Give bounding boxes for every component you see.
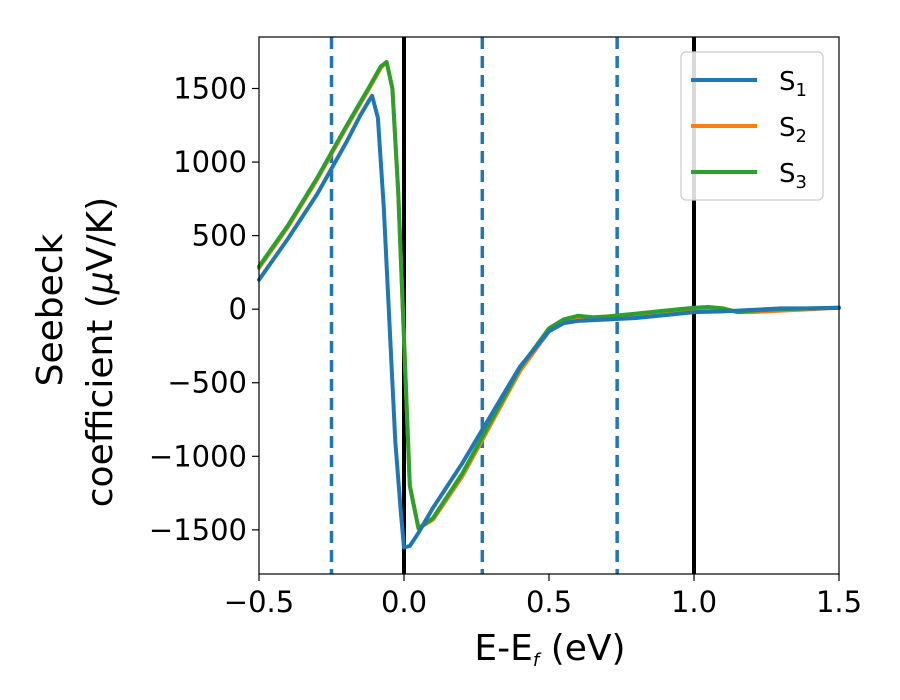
legend-label-S2: S2 <box>779 113 807 147</box>
y-axis-title-line1: Seebeck <box>30 233 71 386</box>
y-tick-label: −500 <box>167 366 247 400</box>
legend-label-S3: S3 <box>779 159 807 193</box>
y-tick-label: 0 <box>229 292 247 326</box>
data-series <box>257 60 841 550</box>
y-axis-title-line2-prefix: coefficient ( <box>80 294 121 507</box>
x-tick-label: 1.0 <box>671 585 717 619</box>
x-axis-ticks: −0.5 0.0 0.5 1.0 1.5 <box>224 574 862 619</box>
x-axis-title-main: E-E <box>474 628 532 669</box>
y-axis-title-line2-suffix: V/K) <box>80 197 121 271</box>
y-axis-title-line2: coefficient (μV/K) <box>80 197 121 507</box>
series-line-S1 <box>257 93 841 550</box>
y-axis-ticks: −1500 −1000 −500 0 500 1000 1500 <box>149 71 259 547</box>
y-axis-title: Seebeck coefficient (μV/K) <box>30 197 121 507</box>
x-tick-label: −0.5 <box>224 585 294 619</box>
legend: S1 S2 S3 <box>680 51 824 201</box>
y-tick-label: −1500 <box>149 513 247 547</box>
y-tick-label: 1000 <box>173 145 247 179</box>
x-tick-label: 0.0 <box>381 585 427 619</box>
y-tick-label: 1500 <box>173 71 247 105</box>
x-tick-label: 1.5 <box>816 585 862 619</box>
legend-label-S1: S1 <box>779 67 807 101</box>
y-tick-label: −1000 <box>149 439 247 473</box>
y-tick-label: 500 <box>192 219 247 253</box>
x-tick-label: 0.5 <box>526 585 572 619</box>
y-axis-title-mu: μ <box>80 271 121 295</box>
x-axis-title: E-Ef (eV) <box>474 628 625 671</box>
x-axis-title-subscript: f <box>533 650 542 671</box>
x-axis-title-unit: (eV) <box>539 628 625 669</box>
